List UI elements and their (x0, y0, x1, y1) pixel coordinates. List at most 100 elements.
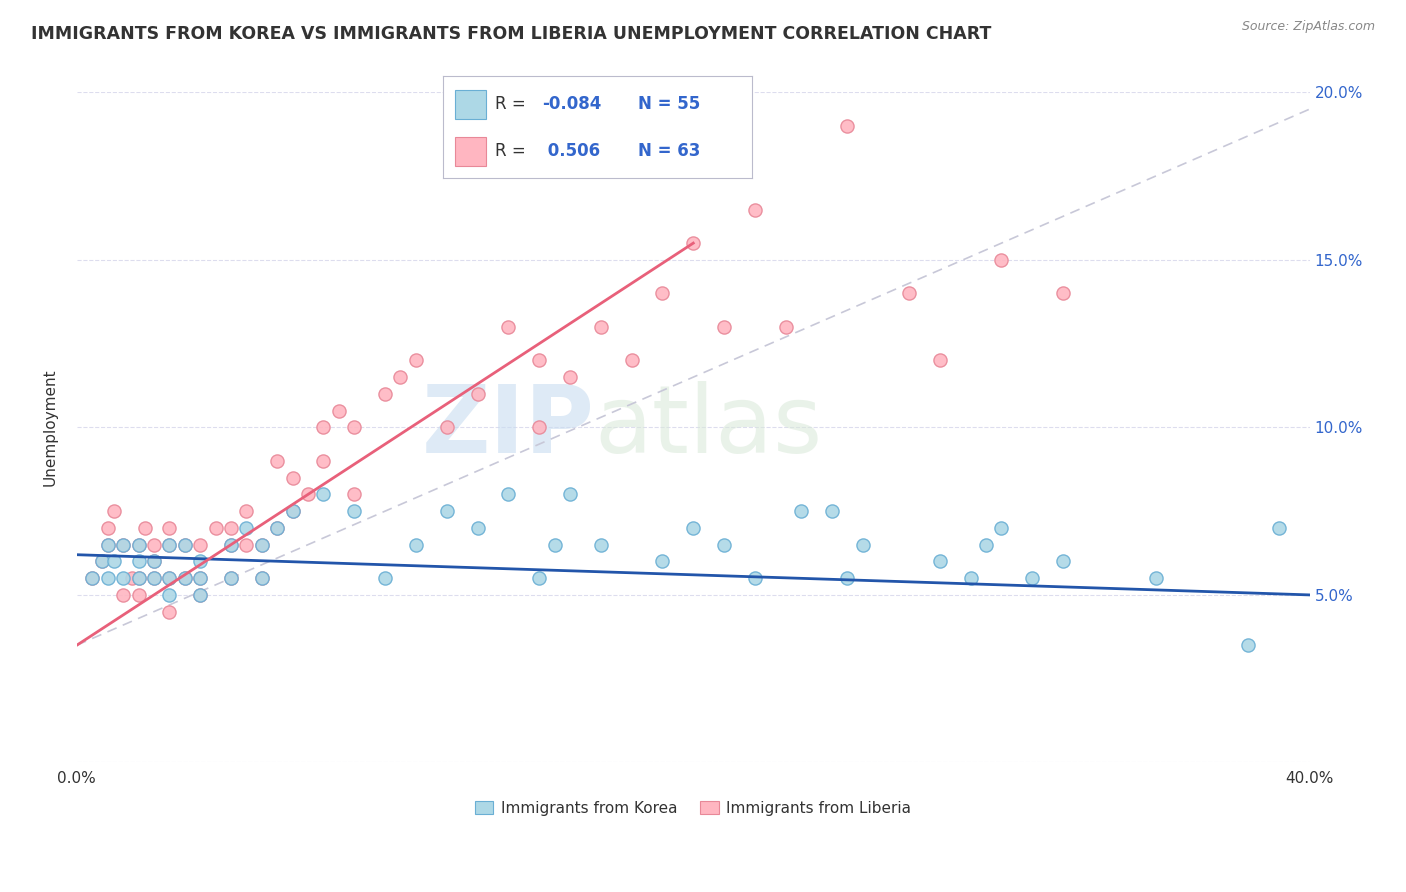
Point (219, 538, 242, 552)
Point (112, 538, 135, 552)
Point (250, 538, 273, 552)
Point (651, 554, 673, 568)
Point (97, 538, 120, 552)
Point (266, 521, 288, 535)
Point (250, 571, 273, 585)
Point (204, 521, 226, 535)
Point (713, 538, 735, 552)
Text: R =: R = (495, 95, 531, 113)
Point (157, 571, 180, 585)
Point (97, 571, 120, 585)
Text: N = 63: N = 63 (638, 142, 700, 161)
Text: ZIP: ZIP (422, 382, 595, 474)
Point (219, 571, 242, 585)
Point (374, 571, 396, 585)
Point (173, 538, 195, 552)
Point (682, 236, 704, 251)
Point (188, 571, 211, 585)
Point (134, 521, 156, 535)
Point (219, 521, 242, 535)
Point (498, 319, 520, 334)
Point (374, 387, 396, 401)
Point (219, 571, 242, 585)
Point (1052, 286, 1074, 301)
Point (1021, 571, 1043, 585)
Point (713, 319, 735, 334)
Point (589, 319, 612, 334)
Point (527, 353, 550, 368)
Point (188, 588, 211, 602)
Point (142, 571, 165, 585)
Point (90, 554, 112, 568)
Point (527, 420, 550, 434)
Point (112, 538, 135, 552)
Point (82, 571, 104, 585)
Point (898, 286, 921, 301)
Legend: Immigrants from Korea, Immigrants from Liberia: Immigrants from Korea, Immigrants from L… (470, 795, 918, 822)
Point (821, 504, 844, 518)
Text: -0.084: -0.084 (541, 95, 602, 113)
Point (744, 571, 766, 585)
Point (157, 538, 180, 552)
Point (281, 504, 304, 518)
Point (837, 119, 859, 133)
Point (436, 420, 458, 434)
Point (281, 504, 304, 518)
Point (1237, 638, 1260, 652)
Point (328, 403, 350, 417)
Point (775, 319, 797, 334)
Point (250, 571, 273, 585)
Point (682, 521, 704, 535)
Point (790, 504, 813, 518)
Point (235, 538, 257, 552)
Point (405, 538, 427, 552)
Point (188, 588, 211, 602)
Point (142, 554, 165, 568)
Point (128, 571, 150, 585)
Point (121, 571, 143, 585)
Point (558, 487, 581, 501)
Y-axis label: Unemployment: Unemployment (44, 368, 58, 486)
Point (498, 487, 520, 501)
Text: 0.506: 0.506 (541, 142, 600, 161)
Point (173, 571, 195, 585)
Point (928, 554, 950, 568)
Point (405, 353, 427, 368)
Point (343, 504, 366, 518)
Point (90, 554, 112, 568)
Point (281, 470, 304, 484)
Point (173, 538, 195, 552)
Point (527, 571, 550, 585)
Bar (456, 90, 486, 119)
Point (558, 370, 581, 384)
Point (112, 588, 135, 602)
Point (990, 252, 1012, 267)
Point (128, 588, 150, 602)
Point (112, 571, 135, 585)
Bar (456, 137, 486, 166)
Point (142, 538, 165, 552)
Point (343, 487, 366, 501)
Text: atlas: atlas (595, 382, 823, 474)
Point (343, 420, 366, 434)
Point (928, 353, 950, 368)
Point (219, 538, 242, 552)
Point (312, 420, 335, 434)
Point (467, 387, 489, 401)
Point (589, 538, 612, 552)
Point (173, 571, 195, 585)
Point (97, 521, 120, 535)
Point (852, 538, 875, 552)
Point (157, 538, 180, 552)
Point (188, 571, 211, 585)
Point (128, 538, 150, 552)
Point (974, 538, 997, 552)
Point (103, 554, 125, 568)
Point (142, 571, 165, 585)
Point (312, 454, 335, 468)
Point (128, 538, 150, 552)
Point (1268, 521, 1291, 535)
Point (157, 571, 180, 585)
Point (990, 521, 1012, 535)
Point (744, 202, 766, 217)
